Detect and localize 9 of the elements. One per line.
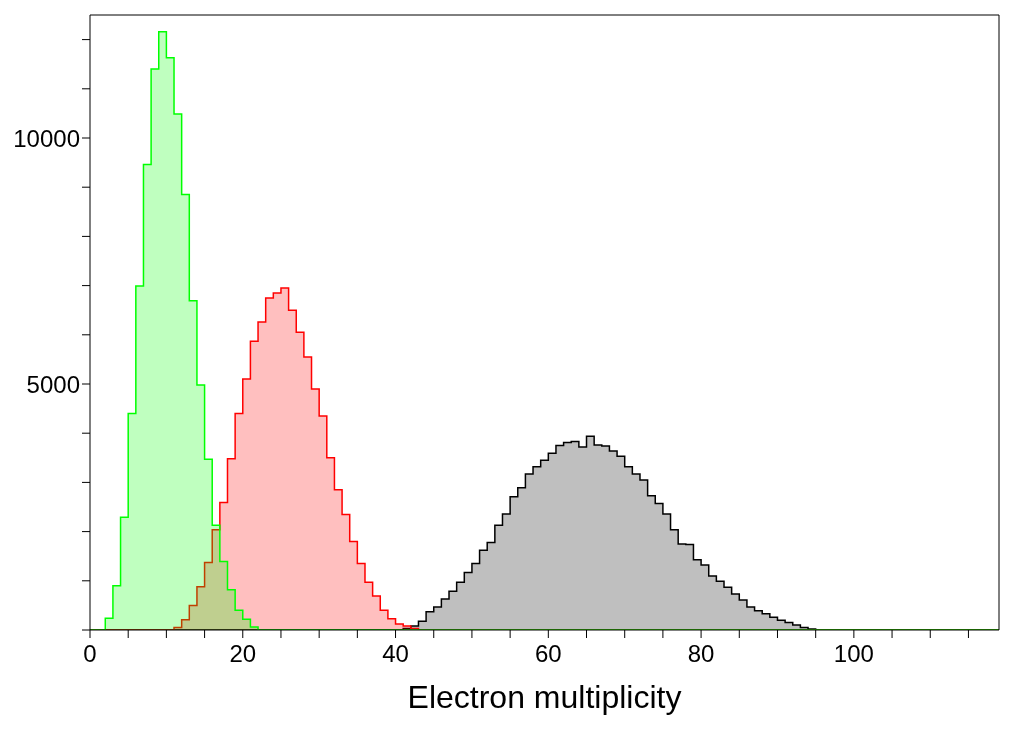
x-tick-label: 0 [83,640,97,667]
x-tick-label: 60 [534,640,562,667]
x-tick-label: 40 [382,640,409,667]
x-tick-label: 20 [229,640,257,667]
x-tick-label: 100 [833,640,874,667]
y-tick-label: 10000 [13,124,80,152]
x-tick-label: 80 [687,640,715,667]
y-tick-label: 5000 [26,370,80,398]
x-axis-title: Electron multiplicity [407,679,682,715]
